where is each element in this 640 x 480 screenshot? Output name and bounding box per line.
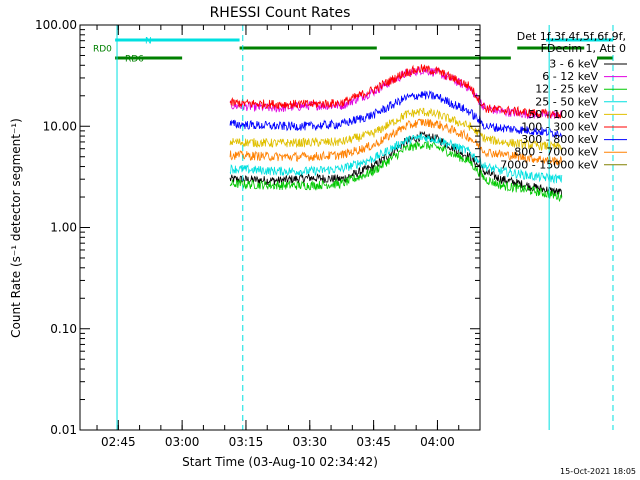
- plot-area: N RD0 RD6 02:45 03:00 03:15 03:30 03:45 04:00 0…: [35, 18, 614, 449]
- series-line-1: [229, 66, 563, 120]
- vertical-markers: [116, 25, 614, 430]
- legend-entry-label: 6 - 12 keV: [542, 70, 598, 83]
- chart-title: RHESSI Count Rates: [210, 5, 351, 21]
- legend-header-line: FDecim 1, Att 0: [541, 42, 626, 55]
- x-tick-label: 02:45: [101, 435, 136, 449]
- y-axis-ticks: 0.01 0.10 1.00 10.00 100.00: [35, 18, 480, 437]
- legend-entry-label: 800 - 7000 keV: [514, 146, 598, 159]
- flag-label-rd6: RD6: [125, 55, 144, 65]
- series-line-3: [229, 132, 563, 185]
- legend-entry-label: 50 - 100 keV: [528, 108, 598, 121]
- x-tick-label: 04:00: [420, 435, 455, 449]
- state-flag-bars: N RD0 RD6: [93, 37, 613, 65]
- y-axis-label: Count Rate (s⁻¹ detector segment⁻¹): [9, 118, 23, 338]
- legend: Det 1f,3f,4f,5f,6f,9f, FDecim 1, Att 0 3…: [500, 30, 627, 171]
- series-line-7: [229, 118, 563, 166]
- x-tick-label: 03:00: [165, 435, 200, 449]
- series-line-5: [229, 64, 563, 119]
- legend-entry-label: 12 - 25 keV: [535, 83, 598, 96]
- x-axis-label: Start Time (03-Aug-10 02:34:42): [182, 455, 378, 469]
- y-tick-label: 0.10: [50, 322, 77, 336]
- legend-entry-label: 100 - 300 keV: [521, 121, 598, 134]
- x-tick-label: 03:45: [356, 435, 391, 449]
- plot-frame: [79, 24, 481, 431]
- generation-timestamp: 15-Oct-2021 18:05: [560, 467, 636, 476]
- y-tick-label: 10.00: [43, 119, 77, 133]
- y-tick-label: 1.00: [50, 221, 77, 235]
- series-line-6: [229, 90, 563, 139]
- legend-header-line: Det 1f,3f,4f,5f,6f,9f,: [517, 30, 626, 43]
- legend-entry-label: 300 - 800 keV: [521, 133, 598, 146]
- legend-entry-label: 25 - 50 keV: [535, 95, 598, 108]
- series-line-2: [229, 141, 563, 203]
- x-axis-ticks: 02:45 03:00 03:15 03:30 03:45 04:00: [96, 25, 481, 449]
- y-tick-label: 0.01: [50, 423, 77, 437]
- x-tick-label: 03:30: [292, 435, 327, 449]
- y-tick-label: 100.00: [35, 18, 77, 32]
- legend-entry-label: 3 - 6 keV: [549, 58, 598, 71]
- x-tick-label: 03:15: [229, 435, 264, 449]
- flag-label-n: N: [145, 37, 152, 47]
- legend-entry-label: 7000 - 15000 keV: [500, 158, 598, 171]
- data-lines: [229, 64, 563, 203]
- series-line-4: [229, 107, 563, 152]
- flag-label-rd0: RD0: [93, 45, 112, 55]
